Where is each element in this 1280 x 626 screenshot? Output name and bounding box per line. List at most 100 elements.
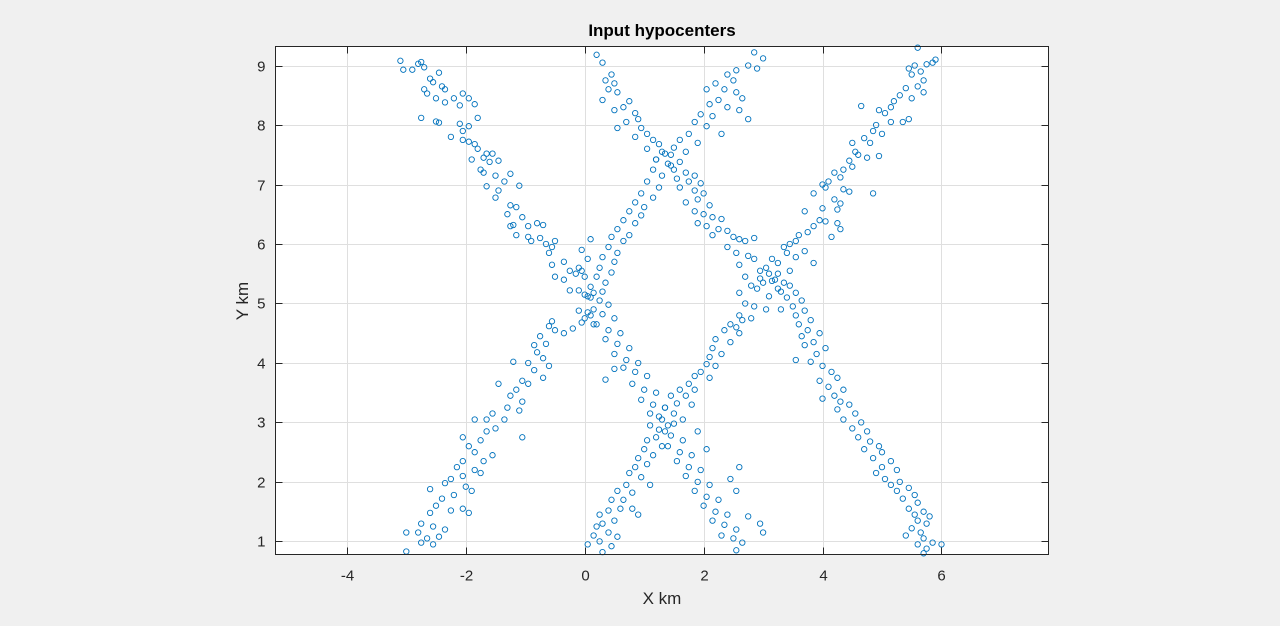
data-point [632, 109, 639, 117]
data-point [531, 341, 538, 349]
data-point [780, 243, 788, 251]
data-point [465, 138, 472, 145]
data-point [584, 255, 591, 263]
data-point [542, 240, 550, 248]
data-point [756, 275, 764, 282]
data-point [584, 293, 591, 300]
data-point [887, 481, 895, 489]
data-point [400, 66, 407, 73]
data-point [468, 487, 475, 495]
data-point [700, 211, 707, 218]
data-point [715, 225, 722, 233]
data-point [426, 485, 434, 493]
data-point [462, 483, 469, 490]
data-point [718, 532, 725, 539]
data-point [649, 401, 657, 408]
data-point [795, 231, 802, 239]
data-point [608, 496, 615, 503]
data-point [786, 267, 793, 274]
data-point [471, 466, 478, 474]
data-point [724, 104, 731, 111]
data-point [667, 432, 675, 439]
data-point [516, 182, 523, 189]
data-point [655, 140, 663, 148]
data-point [545, 362, 553, 370]
y-tick-label: 2 [257, 475, 265, 492]
data-point [596, 511, 603, 518]
data-point [706, 374, 713, 381]
data-point [846, 188, 853, 195]
data-point [525, 233, 532, 241]
data-point [801, 247, 808, 255]
data-point [739, 95, 746, 102]
data-point [739, 539, 746, 546]
data-point [712, 362, 719, 370]
data-point [694, 220, 701, 227]
data-point [875, 106, 883, 114]
data-point [643, 437, 651, 444]
data-point [721, 86, 728, 93]
data-point [649, 194, 657, 201]
data-point [629, 505, 636, 512]
data-point [878, 463, 886, 471]
data-point [718, 130, 725, 138]
data-point [590, 289, 597, 296]
data-point [703, 86, 710, 93]
data-point [866, 139, 874, 147]
data-point [614, 89, 621, 96]
data-point [635, 454, 642, 462]
data-point [920, 508, 927, 515]
data-point [611, 517, 618, 524]
data-point [849, 139, 856, 147]
data-point [887, 457, 895, 465]
data-point [822, 218, 829, 225]
data-point [587, 236, 594, 243]
data-point [629, 489, 636, 496]
data-point [727, 321, 734, 328]
data-point [483, 416, 490, 423]
data-point [415, 529, 422, 536]
data-point [447, 133, 455, 141]
data-point [545, 249, 553, 257]
data-point [914, 83, 921, 90]
data-point [703, 493, 710, 500]
data-point [676, 449, 683, 456]
data-point [700, 190, 707, 197]
data-point [896, 92, 903, 99]
data-point [649, 136, 657, 144]
data-point [602, 279, 609, 286]
data-point [905, 65, 912, 72]
data-point [837, 225, 844, 233]
data-point [792, 289, 799, 296]
data-point [736, 330, 743, 337]
data-point [753, 65, 761, 72]
data-point [623, 356, 630, 364]
data-point [667, 151, 675, 158]
data-point [923, 61, 930, 68]
data-point [834, 206, 841, 213]
data-point [759, 279, 767, 286]
data-point [837, 200, 844, 207]
data-point [751, 303, 758, 310]
data-point [489, 410, 496, 417]
data-point [911, 491, 918, 499]
data-point [849, 163, 856, 170]
data-point [599, 253, 606, 261]
data-point [611, 106, 618, 114]
data-point [483, 183, 490, 190]
data-point [819, 395, 826, 402]
data-point [421, 86, 428, 93]
data-point [429, 79, 437, 86]
data-point [569, 325, 576, 332]
data-point [887, 118, 895, 126]
data-point [938, 541, 945, 548]
data-point [572, 270, 579, 277]
data-point [700, 502, 707, 509]
data-point [643, 130, 651, 138]
data-point [756, 520, 764, 527]
data-point [620, 496, 627, 503]
data-point [670, 410, 678, 417]
data-point [471, 101, 478, 108]
data-point [661, 404, 669, 411]
